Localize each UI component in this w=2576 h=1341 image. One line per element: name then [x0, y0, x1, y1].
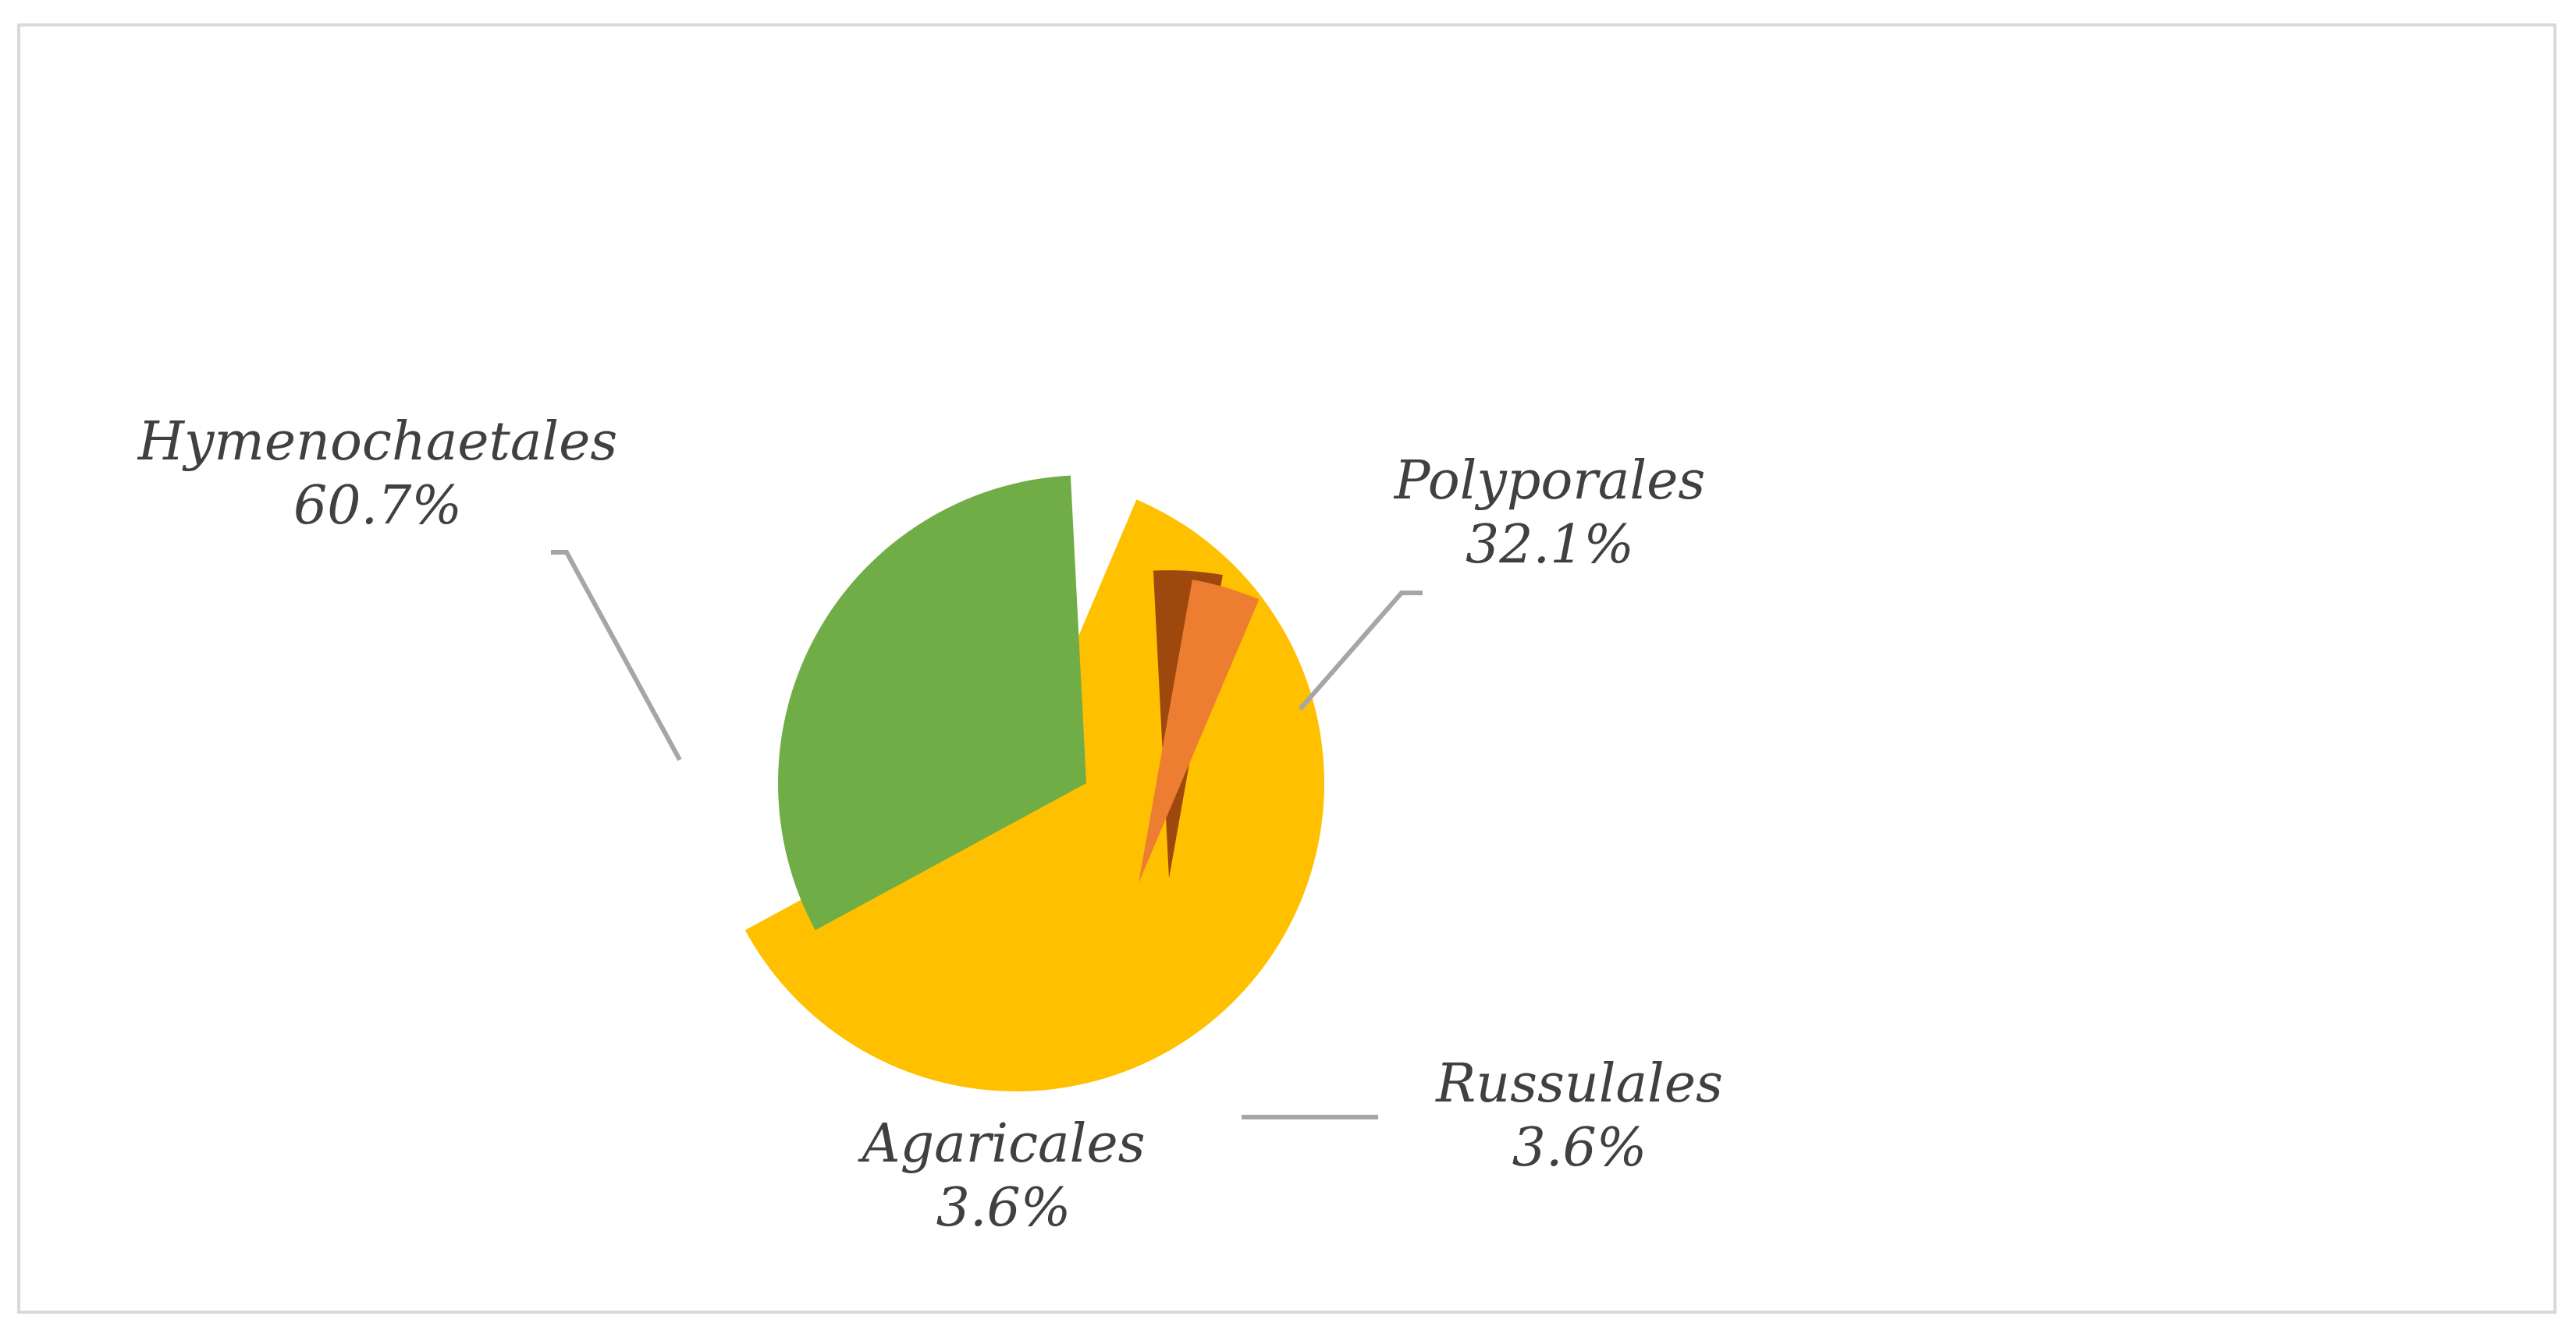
slice-category-name: Russulales: [1434, 1053, 1723, 1115]
slice-percent-value: 3.6%: [1512, 1117, 1647, 1179]
chart-frame: Hymenochaetales 60.7% Polyporales 32.1% Russ…: [17, 23, 2556, 1314]
leader-lines: [551, 550, 1423, 1119]
slice-category-name: Polyporales: [1393, 450, 1706, 512]
slice-label-agaricales: Agaricales 3.6%: [858, 1113, 1146, 1239]
leader-line-hymenochaetales: [551, 550, 682, 761]
pie-slice-polyporales: [777, 475, 1086, 931]
pie-chart: Hymenochaetales 60.7% Polyporales 32.1% Russ…: [137, 411, 1723, 1239]
slice-category-name: Hymenochaetales: [137, 411, 618, 473]
pie-slice-agaricales: [1139, 580, 1260, 883]
slice-label-polyporales: Polyporales 32.1%: [1393, 450, 1706, 576]
slice-label-russulales: Russulales 3.6%: [1434, 1053, 1723, 1179]
slice-percent-value: 32.1%: [1466, 514, 1634, 576]
slice-percent-value: 3.6%: [936, 1177, 1071, 1239]
pie-slices: [744, 475, 1324, 1091]
slice-label-hymenochaetales: Hymenochaetales 60.7%: [137, 411, 618, 537]
slice-labels: Hymenochaetales 60.7% Polyporales 32.1% Russ…: [137, 411, 1723, 1239]
slice-percent-value: 60.7%: [293, 475, 462, 537]
slice-category-name: Agaricales: [858, 1113, 1146, 1175]
leader-line-polyporales: [1298, 591, 1423, 711]
